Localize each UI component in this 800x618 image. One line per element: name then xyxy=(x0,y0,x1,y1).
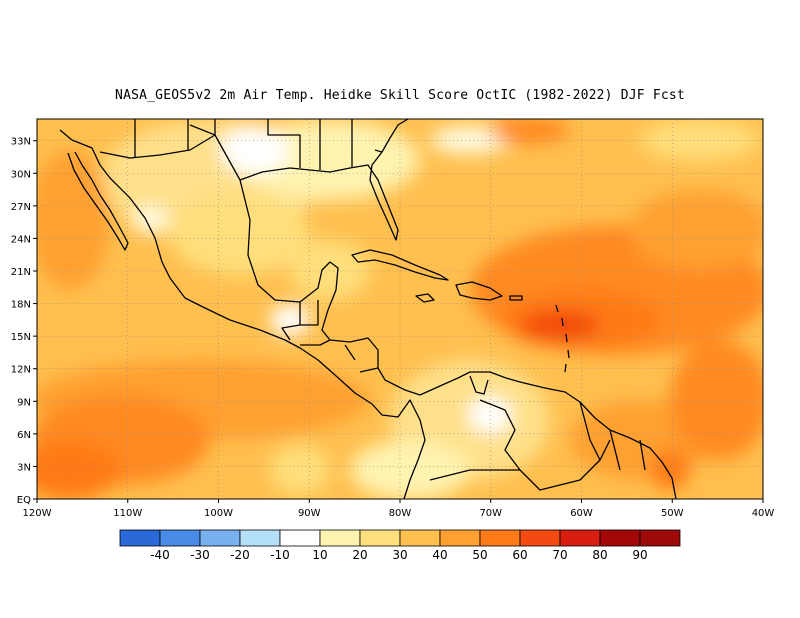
lat-tick-label: 12N xyxy=(11,365,31,376)
lon-tick-label: 100W xyxy=(204,508,233,519)
lat-tick-label: 33N xyxy=(11,137,31,148)
colorbar-label: -40 xyxy=(150,548,170,562)
lat-tick-label: 18N xyxy=(11,300,31,311)
lon-tick-label: 60W xyxy=(570,508,593,519)
map-gridlines xyxy=(37,119,763,499)
lat-tick-label: 24N xyxy=(11,234,31,245)
lat-tick-label: 27N xyxy=(11,202,31,213)
lon-tick-label: 120W xyxy=(23,508,52,519)
colorbar-swatch xyxy=(519,529,561,547)
colorbar-label: 90 xyxy=(632,548,647,562)
lon-tick-label: 80W xyxy=(389,508,412,519)
colorbar-label: 30 xyxy=(392,548,407,562)
colorbar-swatch xyxy=(479,529,521,547)
colorbar-swatch xyxy=(599,529,641,547)
colorbar-label: 10 xyxy=(312,548,327,562)
colorbar-label: 60 xyxy=(512,548,527,562)
colorbar-label: 50 xyxy=(472,548,487,562)
longitude-ticks: 120W 110W 100W 90W 80W 70W 60W 50W 40W xyxy=(23,499,775,519)
lon-tick-label: 50W xyxy=(661,508,684,519)
lon-tick-label: 40W xyxy=(752,508,775,519)
colorbar-swatch xyxy=(399,529,441,547)
skill-field xyxy=(37,119,763,499)
colorbar-swatch xyxy=(319,529,361,547)
figure-title: NASA_GEOS5v2 2m Air Temp. Heidke Skill S… xyxy=(115,88,685,103)
colorbar: -40 -30 -20 -10 10 20 30 40 50 60 70 80 90 xyxy=(119,529,681,562)
lat-tick-label: 21N xyxy=(11,267,31,278)
lat-tick-label: 6N xyxy=(17,430,31,441)
colorbar-swatch xyxy=(279,529,321,547)
colorbar-swatch xyxy=(119,529,161,547)
colorbar-label: 80 xyxy=(592,548,607,562)
colorbar-swatch xyxy=(359,529,401,547)
lat-tick-label: 15N xyxy=(11,332,31,343)
colorbar-swatch xyxy=(639,529,681,547)
colorbar-label: 20 xyxy=(352,548,367,562)
lon-tick-label: 70W xyxy=(479,508,502,519)
lat-tick-label: 9N xyxy=(17,397,31,408)
colorbar-label: -20 xyxy=(230,548,250,562)
colorbar-swatch xyxy=(159,529,201,547)
colorbar-swatch xyxy=(239,529,281,547)
colorbar-swatch xyxy=(559,529,601,547)
lon-tick-label: 90W xyxy=(298,508,321,519)
lat-tick-label: 30N xyxy=(11,169,31,180)
colorbar-swatch xyxy=(439,529,481,547)
colorbar-label: -30 xyxy=(190,548,210,562)
latitude-ticks: EQ 3N 6N 9N 12N 15N 18N 21N 24N 27N 30N 33N xyxy=(11,137,37,506)
lat-tick-label: 3N xyxy=(17,462,31,473)
colorbar-label: -10 xyxy=(270,548,290,562)
colorbar-label: 70 xyxy=(552,548,567,562)
lat-tick-label: EQ xyxy=(17,495,31,506)
colorbar-swatch xyxy=(199,529,241,547)
lon-tick-label: 110W xyxy=(113,508,142,519)
coastlines xyxy=(59,119,677,499)
colorbar-label: 40 xyxy=(432,548,447,562)
